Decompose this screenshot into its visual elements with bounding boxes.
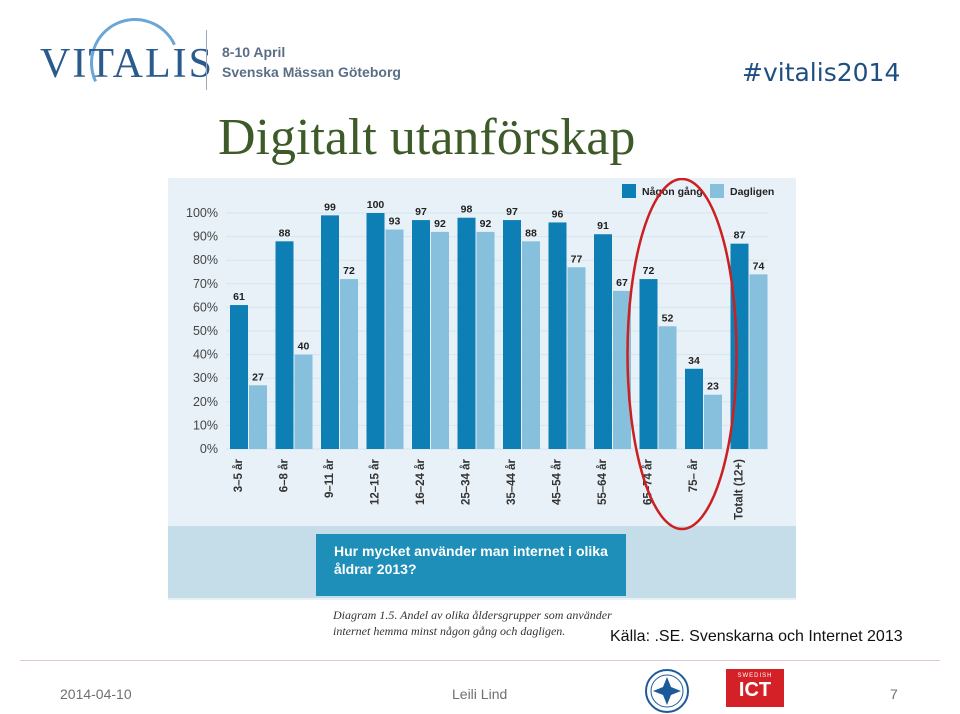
- highlight-ellipse: [626, 178, 738, 531]
- data-label: 88: [525, 227, 537, 239]
- data-label: 92: [480, 218, 492, 230]
- footer-author: Leili Lind: [452, 686, 508, 702]
- bar-nagon-gang: [594, 234, 612, 449]
- x-tick-label: 9–11 år: [324, 458, 336, 498]
- data-label: 97: [506, 206, 518, 218]
- y-tick-label: 50%: [193, 324, 218, 338]
- data-label: 100: [367, 199, 385, 211]
- x-tick-label: 75– år: [688, 458, 700, 492]
- bar-dagligen: [249, 385, 267, 449]
- bar-dagligen: [476, 231, 495, 449]
- header-divider: [206, 30, 207, 90]
- y-tick-label: 60%: [193, 300, 218, 314]
- bar-dagligen: [658, 326, 677, 449]
- caption-line-2: internet hemma minst någon gång och dagl…: [333, 624, 566, 638]
- chart-question-box: Hur mycket använder man internet i olika…: [316, 534, 626, 596]
- data-label: 40: [298, 341, 310, 353]
- bar-dagligen: [340, 279, 358, 449]
- bar-dagligen: [613, 290, 631, 449]
- hashtag: #vitalis2014: [742, 58, 901, 87]
- legend-label: Dagligen: [730, 186, 774, 198]
- bar-dagligen: [567, 267, 586, 449]
- data-label: 77: [571, 253, 583, 265]
- data-label: 52: [662, 312, 674, 324]
- x-tick-label: 12–15 år: [370, 458, 382, 505]
- bar-nagon-gang: [412, 220, 430, 449]
- data-label: 72: [343, 265, 355, 277]
- y-tick-label: 70%: [193, 277, 218, 291]
- data-label: 98: [461, 204, 473, 216]
- page-number: 7: [890, 686, 898, 702]
- bar-nagon-gang: [321, 215, 339, 449]
- bar-dagligen: [522, 241, 540, 449]
- data-label: 99: [324, 201, 336, 213]
- caption-line-1: Diagram 1.5. Andel av olika åldersgruppe…: [333, 608, 612, 622]
- ict-logo-small: SWEDISH: [737, 673, 773, 679]
- event-date: 8-10 April: [222, 44, 286, 60]
- legend-swatch: [622, 184, 636, 198]
- x-tick-label: 35–44 år: [506, 458, 518, 505]
- y-tick-label: 10%: [193, 418, 218, 432]
- bar-chart: 0% 10% 20% 30% 40% 50% 60% 70% 80% 90% 100% Någon g…: [186, 178, 774, 531]
- ict-logo-big: ICT: [738, 679, 772, 701]
- data-label: 67: [616, 277, 628, 289]
- data-label: 23: [707, 381, 719, 393]
- bar-dagligen: [749, 274, 768, 449]
- y-tick-label: 0%: [200, 442, 218, 456]
- footer-divider: [20, 660, 940, 661]
- bar-dagligen: [385, 229, 404, 449]
- data-label: 96: [552, 208, 564, 220]
- x-tick-label: 25–34 år: [461, 458, 473, 505]
- bar-dagligen: [294, 354, 313, 449]
- bar-nagon-gang: [685, 368, 703, 449]
- data-label: 87: [734, 230, 746, 242]
- footer-date: 2014-04-10: [60, 686, 132, 702]
- question-line-1: Hur mycket använder man internet i olika: [334, 543, 608, 559]
- data-label: 61: [233, 291, 245, 303]
- x-tick-label: 45–54 år: [552, 458, 564, 505]
- header: VITALIS 8-10 April Svenska Mässan Götebo…: [0, 0, 960, 121]
- data-label: 93: [389, 216, 401, 228]
- bar-nagon-gang: [275, 241, 294, 449]
- x-tick-label: 16–24 år: [415, 458, 427, 505]
- data-label: 88: [279, 227, 291, 239]
- x-tick-label: Totalt (12+): [734, 459, 746, 520]
- event-venue: Svenska Mässan Göteborg: [222, 64, 401, 80]
- bar-nagon-gang: [503, 220, 521, 449]
- y-tick-label: 30%: [193, 371, 218, 385]
- x-tick-label: 65–74 år: [643, 458, 655, 505]
- y-tick-label: 90%: [193, 230, 218, 244]
- x-tick-label: 55–64 år: [597, 458, 609, 505]
- y-tick-label: 80%: [193, 253, 218, 267]
- chart-caption: Diagram 1.5. Andel av olika åldersgruppe…: [333, 607, 612, 639]
- data-label: 74: [753, 260, 765, 272]
- bar-dagligen: [431, 231, 449, 449]
- source-text: Källa: .SE. Svenskarna och Internet 2013: [610, 628, 903, 645]
- bar-nagon-gang: [639, 279, 658, 449]
- data-label: 92: [434, 218, 446, 230]
- data-label: 91: [597, 220, 609, 232]
- bar-nagon-gang: [548, 222, 567, 449]
- bar-dagligen: [704, 394, 722, 449]
- data-label: 72: [643, 265, 655, 277]
- bar-nagon-gang: [366, 213, 385, 449]
- legend-label: Någon gång: [642, 186, 703, 198]
- bar-nagon-gang: [457, 217, 476, 449]
- y-tick-label: 20%: [193, 395, 218, 409]
- data-label: 97: [415, 206, 427, 218]
- vitalis-logo: VITALIS: [40, 41, 214, 87]
- data-label: 27: [252, 371, 264, 383]
- legend-swatch: [710, 184, 724, 198]
- swedish-ict-logo: SWEDISH ICT: [726, 669, 784, 707]
- university-seal-icon: [645, 669, 689, 713]
- y-tick-label: 100%: [186, 206, 218, 220]
- data-label: 34: [688, 355, 700, 367]
- bar-nagon-gang: [230, 305, 248, 449]
- x-tick-label: 3–5 år: [233, 458, 245, 492]
- y-tick-label: 40%: [193, 348, 218, 362]
- slide-title: Digitalt utanförskap: [218, 109, 636, 166]
- question-line-2: åldrar 2013?: [334, 561, 417, 577]
- x-tick-label: 6–8 år: [279, 458, 291, 492]
